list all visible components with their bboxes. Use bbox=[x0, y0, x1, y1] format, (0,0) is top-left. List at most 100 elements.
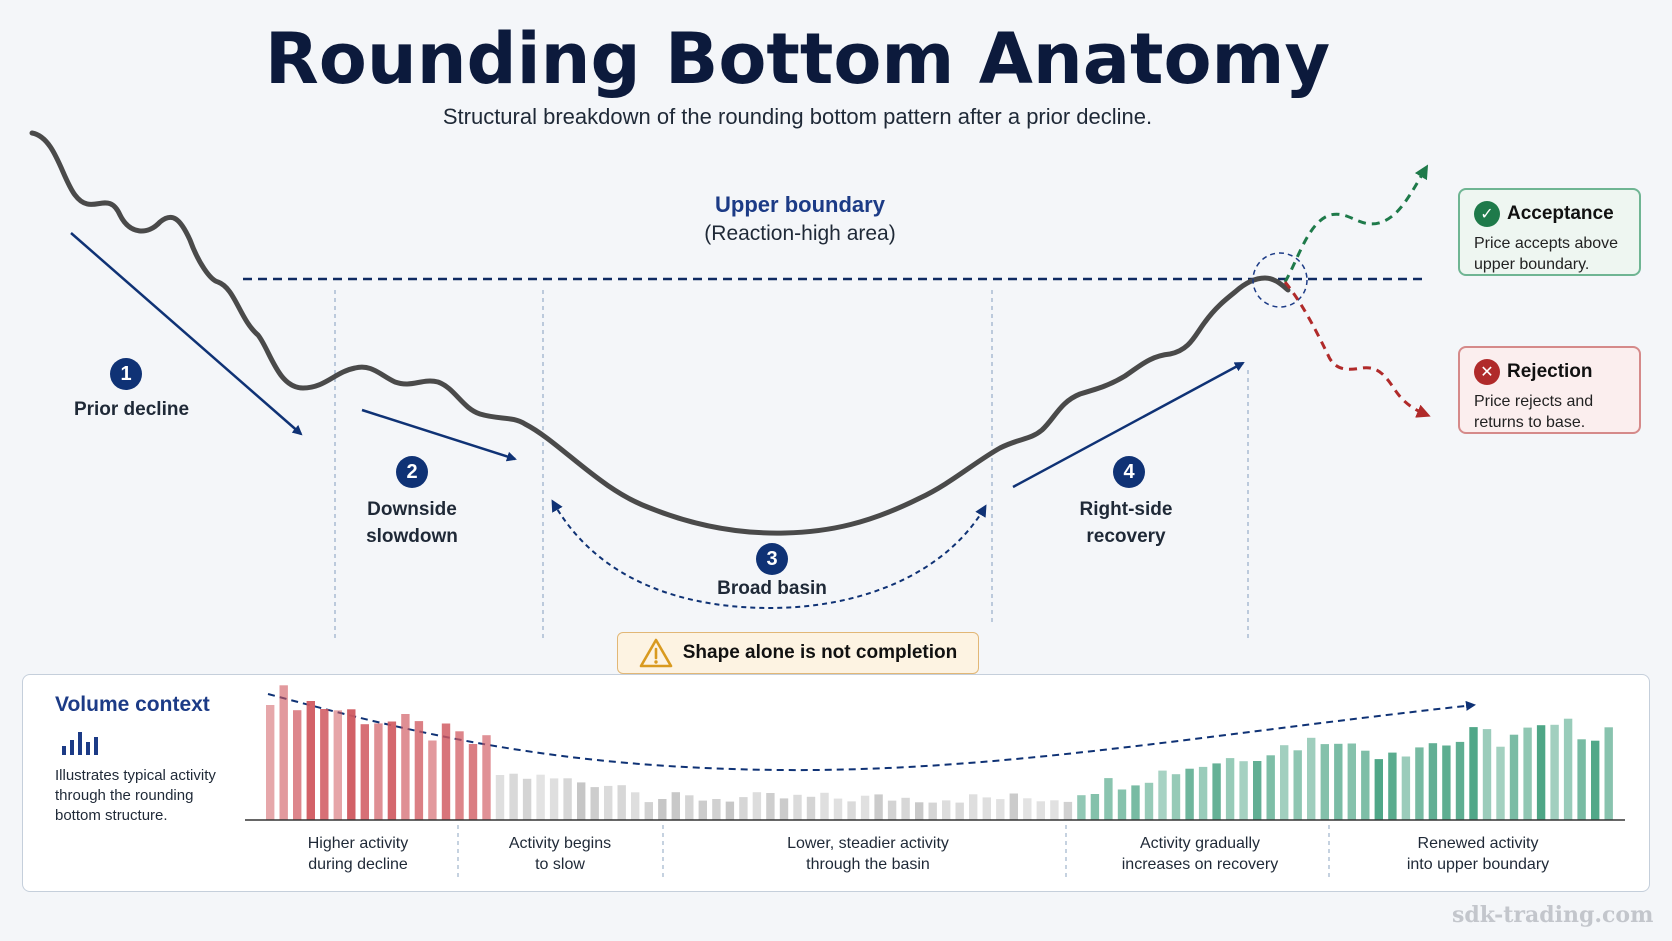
volume-bar bbox=[306, 701, 315, 820]
phase-label-recovery: Activity gradually increases on recovery bbox=[1090, 833, 1310, 875]
x-icon: ✕ bbox=[1474, 359, 1500, 385]
volume-bar bbox=[536, 774, 545, 820]
volume-bar bbox=[1077, 795, 1086, 820]
volume-bar bbox=[847, 801, 856, 820]
volume-bar bbox=[360, 724, 369, 820]
volume-bar bbox=[1266, 755, 1275, 820]
volume-bar bbox=[698, 800, 707, 820]
volume-bar bbox=[617, 785, 626, 820]
volume-bar bbox=[495, 775, 505, 820]
prior-decline-arrow bbox=[70, 232, 303, 436]
volume-bar bbox=[1496, 746, 1505, 820]
volume-bar bbox=[468, 744, 478, 820]
volume-description: Illustrates typical activity through the… bbox=[55, 766, 245, 826]
step-2-label-line2: slowdown bbox=[366, 526, 458, 547]
volume-bar bbox=[1009, 793, 1018, 820]
volume-trend-arrow bbox=[267, 693, 1476, 772]
volume-bar bbox=[1239, 761, 1248, 820]
volume-bar bbox=[1428, 743, 1438, 820]
volume-description-line1: Illustrates typical activity bbox=[55, 767, 216, 784]
volume-bar bbox=[1104, 778, 1113, 820]
check-icon: ✓ bbox=[1474, 201, 1500, 227]
volume-bar bbox=[887, 800, 897, 820]
step-4-label: Right-side recovery bbox=[1046, 496, 1206, 550]
volume-bar bbox=[766, 793, 775, 820]
page-subtitle: Structural breakdown of the rounding bot… bbox=[442, 104, 1153, 129]
volume-bar bbox=[293, 710, 302, 820]
volume-bar bbox=[1198, 766, 1208, 820]
volume-bar bbox=[1523, 727, 1532, 820]
volume-bar bbox=[387, 721, 397, 820]
volume-bar bbox=[779, 798, 789, 820]
phase-label-renewed: Renewed activity into upper boundary bbox=[1368, 833, 1588, 875]
breakout-circle bbox=[1252, 252, 1308, 308]
volume-bar bbox=[414, 721, 424, 820]
volume-bar bbox=[1063, 801, 1073, 820]
volume-bar bbox=[279, 685, 288, 820]
volume-bar bbox=[1023, 798, 1032, 820]
volume-bar bbox=[1090, 794, 1100, 820]
volume-bar bbox=[631, 792, 640, 820]
volume-bar bbox=[644, 802, 653, 820]
volume-bar bbox=[928, 802, 937, 820]
volume-bars bbox=[266, 685, 1613, 820]
warning-text: Shape alone is not completion bbox=[682, 642, 958, 663]
volume-bar bbox=[1225, 758, 1235, 820]
volume-bar bbox=[1131, 785, 1140, 820]
volume-bar bbox=[1253, 761, 1262, 820]
volume-bar bbox=[1185, 768, 1194, 820]
volume-bar bbox=[1415, 747, 1424, 820]
upper-boundary-subtitle: (Reaction-high area) bbox=[704, 222, 896, 245]
completion-warning: Shape alone is not completion bbox=[617, 632, 979, 674]
volume-bar bbox=[509, 773, 518, 820]
volume-bar bbox=[739, 797, 748, 820]
volume-bar bbox=[996, 799, 1005, 820]
volume-bar bbox=[1144, 782, 1154, 820]
phase-slow-line1: Activity begins bbox=[508, 835, 612, 852]
step-1-badge: 1 bbox=[110, 358, 142, 390]
volume-bar bbox=[1293, 750, 1302, 820]
volume-bar bbox=[1320, 744, 1329, 820]
volume-bar bbox=[347, 709, 356, 820]
volume-bar bbox=[942, 800, 951, 820]
step-2-badge: 2 bbox=[396, 456, 428, 488]
step-4-label-line2: recovery bbox=[1086, 526, 1166, 547]
volume-bar bbox=[428, 740, 437, 820]
volume-bar bbox=[1280, 745, 1289, 820]
volume-bar bbox=[604, 785, 613, 820]
volume-bar bbox=[1482, 729, 1492, 820]
volume-bar bbox=[1212, 763, 1221, 820]
volume-bar bbox=[982, 797, 991, 820]
volume-bar bbox=[1388, 752, 1397, 820]
phase-renewed-line2: into upper boundary bbox=[1406, 856, 1550, 873]
volume-bar bbox=[482, 735, 491, 820]
step-4-label-line1: Right-side bbox=[1079, 499, 1173, 520]
rejection-path bbox=[1283, 281, 1431, 418]
step-3-badge: 3 bbox=[756, 543, 788, 575]
acceptance-path bbox=[1283, 164, 1429, 283]
phase-basin-line2: through the basin bbox=[806, 856, 930, 873]
volume-bar bbox=[806, 796, 816, 820]
step-2-label-line1: Downside bbox=[367, 499, 457, 520]
phase-decline-line1: Higher activity bbox=[307, 835, 409, 852]
volume-bar bbox=[333, 710, 342, 820]
recovery-arrow bbox=[1012, 361, 1245, 489]
phase-decline-line2: during decline bbox=[308, 856, 408, 873]
volume-bar bbox=[1455, 741, 1465, 820]
volume-bar bbox=[1536, 725, 1546, 820]
volume-title: Volume context bbox=[55, 693, 210, 716]
volume-bar bbox=[969, 794, 978, 820]
volume-bar bbox=[549, 778, 559, 820]
volume-bar bbox=[820, 792, 829, 820]
volume-bar bbox=[860, 795, 870, 820]
volume-bar bbox=[752, 792, 762, 820]
volume-bar bbox=[1374, 759, 1383, 820]
volume-bar bbox=[522, 778, 532, 820]
volume-bar bbox=[374, 723, 383, 820]
volume-bar bbox=[1509, 734, 1519, 820]
volume-bar bbox=[685, 795, 694, 820]
volume-bar bbox=[1591, 740, 1600, 820]
volume-bar bbox=[1563, 718, 1573, 820]
volume-bar bbox=[455, 731, 464, 820]
